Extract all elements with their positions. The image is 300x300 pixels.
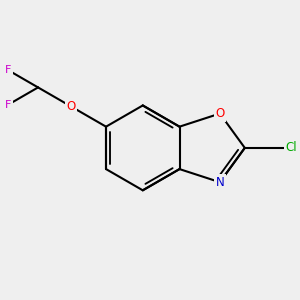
Text: O: O <box>67 100 76 113</box>
Text: N: N <box>215 176 224 189</box>
Text: F: F <box>5 100 11 110</box>
Text: O: O <box>215 107 224 120</box>
Text: F: F <box>5 65 11 75</box>
Text: Cl: Cl <box>286 141 297 154</box>
